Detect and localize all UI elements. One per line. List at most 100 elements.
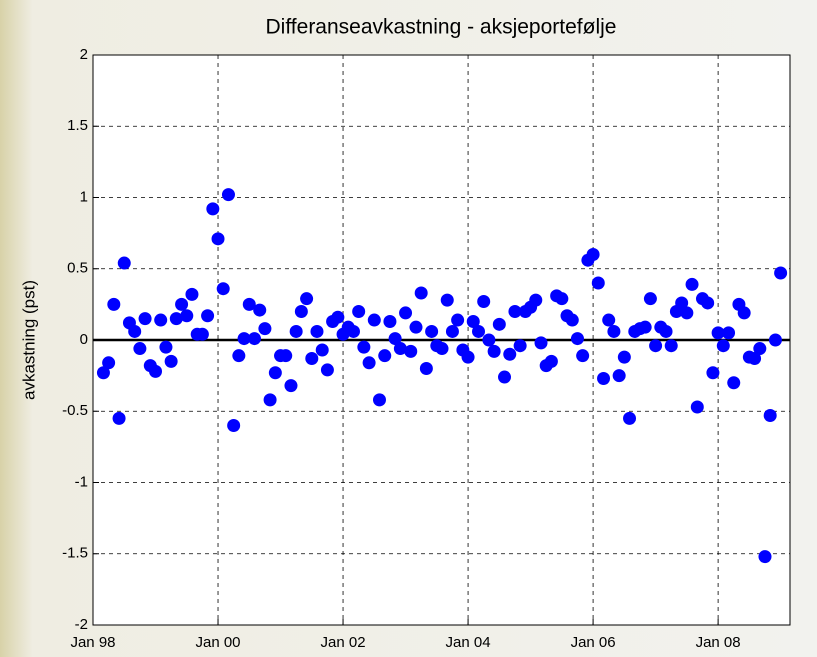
- point: [482, 333, 496, 347]
- point: [300, 292, 314, 306]
- point: [576, 349, 590, 363]
- point: [112, 411, 126, 425]
- point: [643, 292, 657, 306]
- point: [175, 297, 189, 311]
- point: [294, 305, 308, 318]
- chart-title: Differanseavkastning - aksjeportefølje: [266, 16, 617, 39]
- point: [357, 340, 371, 354]
- point: [284, 379, 298, 393]
- point: [591, 276, 605, 290]
- point: [753, 342, 767, 356]
- point: [352, 305, 366, 318]
- point: [383, 314, 397, 328]
- y-tick-label: 0: [80, 331, 88, 348]
- point: [263, 393, 277, 407]
- point: [216, 282, 230, 296]
- point: [701, 296, 715, 310]
- point: [289, 324, 303, 338]
- point: [195, 327, 209, 341]
- point: [346, 324, 360, 338]
- x-tick-label: Jan 08: [696, 634, 741, 651]
- point: [617, 350, 631, 364]
- point: [763, 409, 777, 423]
- y-tick-label: 2: [80, 46, 88, 63]
- point: [279, 349, 293, 363]
- point: [242, 297, 256, 311]
- point: [597, 371, 611, 385]
- point: [206, 202, 220, 216]
- point: [472, 324, 486, 338]
- point: [508, 305, 522, 318]
- point: [367, 313, 381, 327]
- point: [107, 297, 121, 311]
- point: [586, 248, 600, 261]
- point: [612, 369, 626, 383]
- point: [758, 550, 772, 564]
- point: [221, 188, 235, 202]
- y-tick-label: -0.5: [62, 402, 88, 419]
- point: [513, 339, 527, 353]
- point: [180, 309, 194, 323]
- point: [534, 336, 548, 350]
- point: [607, 324, 621, 338]
- point: [253, 303, 267, 317]
- point: [305, 352, 319, 366]
- point: [133, 342, 147, 356]
- point: [492, 317, 506, 331]
- point: [211, 232, 225, 246]
- point: [466, 314, 480, 328]
- point: [362, 356, 376, 370]
- y-tick-label: 1: [80, 188, 88, 205]
- point: [461, 350, 475, 364]
- point: [680, 306, 694, 320]
- point: [445, 324, 459, 338]
- point: [602, 313, 616, 327]
- y-axis-label: avkastning (pst): [19, 280, 38, 400]
- point: [774, 266, 788, 280]
- point: [331, 310, 345, 324]
- point: [185, 287, 199, 301]
- y-tick-label: -1: [75, 473, 88, 490]
- point: [685, 277, 699, 291]
- point: [748, 352, 762, 366]
- point: [227, 419, 241, 432]
- point: [419, 362, 433, 375]
- point: [768, 333, 782, 347]
- point: [399, 306, 413, 320]
- point: [320, 363, 334, 377]
- point: [138, 312, 152, 326]
- point: [159, 340, 173, 354]
- point: [570, 332, 584, 346]
- point: [659, 324, 673, 338]
- point: [706, 366, 720, 380]
- y-tick-label: -1.5: [62, 545, 88, 562]
- point: [487, 344, 501, 358]
- point: [128, 324, 142, 338]
- y-tick-label: 1.5: [67, 117, 88, 134]
- point: [268, 366, 282, 380]
- point: [555, 292, 569, 306]
- x-tick-label: Jan 04: [446, 634, 491, 651]
- point: [315, 343, 329, 357]
- point: [425, 324, 439, 338]
- point: [722, 326, 736, 340]
- point: [154, 313, 168, 327]
- point: [393, 342, 407, 356]
- point: [149, 364, 163, 378]
- point: [378, 349, 392, 363]
- point: [711, 326, 725, 340]
- x-tick-label: Jan 06: [571, 634, 616, 651]
- point: [117, 256, 131, 270]
- point: [164, 354, 178, 368]
- point: [638, 320, 652, 334]
- point: [716, 339, 730, 353]
- point: [404, 344, 418, 358]
- point: [414, 286, 428, 300]
- point: [529, 293, 543, 307]
- point: [503, 347, 517, 361]
- point: [102, 356, 116, 370]
- point: [232, 349, 246, 363]
- y-tick-label: -2: [75, 616, 88, 633]
- point: [372, 393, 386, 407]
